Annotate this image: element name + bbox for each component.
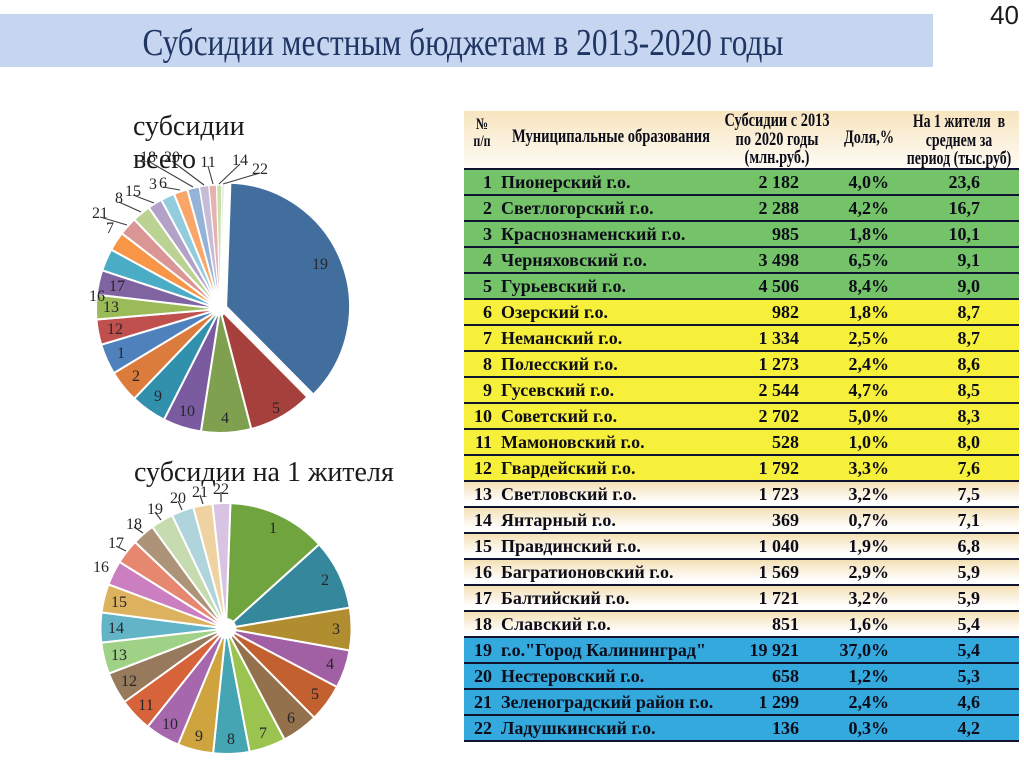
svg-text:19: 19 bbox=[312, 256, 328, 273]
svg-text:2: 2 bbox=[132, 368, 140, 385]
svg-text:11: 11 bbox=[200, 154, 215, 171]
svg-text:15: 15 bbox=[111, 594, 127, 611]
svg-text:1: 1 bbox=[269, 520, 277, 537]
svg-text:4: 4 bbox=[326, 656, 334, 673]
svg-text:9: 9 bbox=[154, 388, 162, 405]
svg-text:13: 13 bbox=[111, 647, 127, 664]
svg-text:17: 17 bbox=[108, 535, 124, 552]
svg-text:6: 6 bbox=[159, 175, 167, 192]
svg-text:18: 18 bbox=[126, 516, 142, 533]
svg-text:9: 9 bbox=[195, 728, 203, 745]
svg-text:3: 3 bbox=[149, 176, 157, 193]
svg-text:3: 3 bbox=[332, 621, 340, 638]
svg-text:10: 10 bbox=[179, 403, 195, 420]
svg-text:22: 22 bbox=[252, 161, 268, 178]
svg-text:16: 16 bbox=[93, 559, 109, 576]
svg-text:4: 4 bbox=[221, 410, 229, 427]
svg-text:16: 16 bbox=[89, 288, 105, 305]
svg-text:14: 14 bbox=[232, 152, 248, 169]
svg-text:21: 21 bbox=[92, 205, 108, 222]
svg-text:7: 7 bbox=[259, 725, 267, 742]
svg-text:19: 19 bbox=[147, 501, 163, 518]
svg-text:2: 2 bbox=[321, 572, 329, 589]
svg-text:14: 14 bbox=[108, 620, 124, 637]
svg-text:15: 15 bbox=[125, 183, 141, 200]
svg-text:20: 20 bbox=[170, 490, 186, 507]
svg-text:12: 12 bbox=[121, 673, 137, 690]
svg-text:5: 5 bbox=[272, 400, 280, 417]
svg-text:22: 22 bbox=[213, 481, 229, 498]
svg-text:17: 17 bbox=[109, 278, 125, 295]
svg-text:11: 11 bbox=[138, 697, 153, 714]
svg-text:7: 7 bbox=[106, 220, 114, 237]
svg-text:21: 21 bbox=[192, 484, 208, 501]
svg-text:1: 1 bbox=[117, 345, 125, 362]
svg-text:18: 18 bbox=[140, 149, 156, 166]
svg-text:5: 5 bbox=[311, 686, 319, 703]
svg-text:8: 8 bbox=[227, 731, 235, 748]
svg-text:10: 10 bbox=[162, 716, 178, 733]
svg-text:8: 8 bbox=[115, 190, 123, 207]
svg-text:6: 6 bbox=[287, 710, 295, 727]
svg-text:12: 12 bbox=[107, 321, 123, 338]
svg-text:20: 20 bbox=[164, 149, 180, 166]
svg-text:13: 13 bbox=[103, 299, 119, 316]
